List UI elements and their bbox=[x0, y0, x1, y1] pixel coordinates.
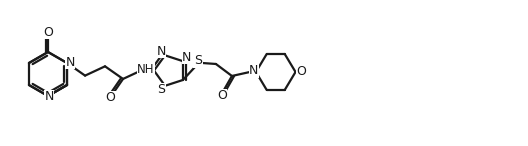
Text: O: O bbox=[217, 89, 227, 102]
Text: O: O bbox=[43, 26, 53, 39]
Text: N: N bbox=[249, 65, 259, 78]
Text: O: O bbox=[297, 65, 306, 79]
Text: N: N bbox=[65, 55, 75, 68]
Text: N: N bbox=[156, 45, 166, 58]
Text: O: O bbox=[105, 91, 115, 104]
Text: N: N bbox=[44, 91, 54, 104]
Text: NH: NH bbox=[137, 63, 155, 76]
Text: N: N bbox=[182, 51, 192, 64]
Text: S: S bbox=[194, 54, 202, 67]
Text: S: S bbox=[157, 83, 165, 96]
